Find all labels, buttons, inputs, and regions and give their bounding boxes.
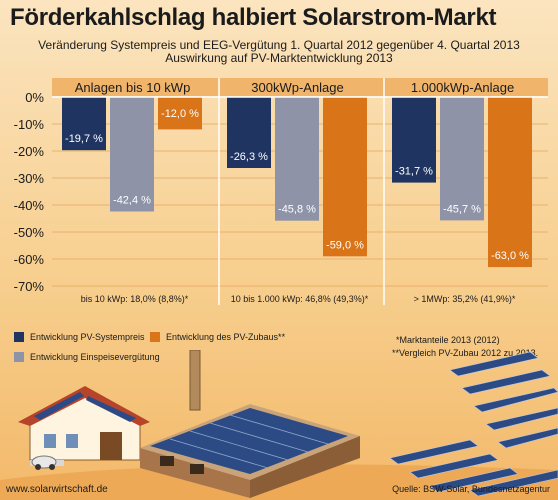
chart-subtitle-line1: Veränderung Systempreis und EEG-Vergütun… — [38, 38, 520, 52]
legend-label-einspeise: Entwicklung Einspeisevergütung — [30, 352, 160, 362]
market-share-label: 10 bis 1.000 kWp: 46,8% (49,3%)* — [231, 294, 369, 304]
data-label: -45,7 % — [443, 203, 481, 215]
y-tick-label: -30% — [14, 171, 45, 186]
category-label: 300kWp-Anlage — [251, 80, 344, 95]
y-tick-label: -70% — [14, 279, 45, 294]
y-tick-label: -20% — [14, 144, 45, 159]
data-label: -26,3 % — [230, 151, 268, 163]
data-label: -45,8 % — [278, 204, 316, 216]
bar — [158, 97, 202, 130]
chart-title: Förderkahlschlag halbiert Solarstrom-Mar… — [10, 4, 497, 31]
factory-illustration — [140, 350, 360, 498]
y-tick-label: -60% — [14, 252, 45, 267]
bar — [440, 97, 484, 221]
legend-label-zubau: Entwicklung des PV-Zubaus** — [166, 332, 286, 342]
data-label: -19,7 % — [65, 133, 103, 145]
bar — [392, 97, 436, 183]
y-tick-label: -40% — [14, 198, 45, 213]
data-label: -42,4 % — [113, 194, 151, 206]
footnote-market-share: *Marktanteile 2013 (2012) — [396, 335, 500, 345]
website-link[interactable]: www.solarwirtschaft.de — [6, 484, 108, 495]
source-credit: Quelle: BSW-Solar, Bundesnetzagentur — [392, 484, 550, 494]
solar-park-illustration — [389, 351, 558, 497]
house-illustration — [18, 386, 150, 470]
category-label: 1.000kWp-Anlage — [411, 80, 514, 95]
bar — [62, 97, 106, 151]
legend-swatch-systempreis — [14, 332, 24, 342]
legend-swatch-einspeise — [14, 352, 24, 362]
y-tick-label: -10% — [14, 117, 45, 132]
bar — [488, 97, 532, 268]
category-header-band — [52, 78, 548, 96]
legend-label-systempreis: Entwicklung PV-Systempreis — [30, 332, 145, 342]
data-label: -12,0 % — [161, 108, 199, 120]
bar — [275, 97, 319, 221]
data-label: -59,0 % — [326, 239, 364, 251]
category-label: Anlagen bis 10 kWp — [75, 80, 191, 95]
solar-illustration — [0, 350, 558, 500]
bar — [323, 97, 367, 257]
bar — [227, 97, 271, 169]
market-share-label: bis 10 kWp: 18,0% (8,8%)* — [81, 294, 189, 304]
data-label: -31,7 % — [395, 166, 433, 178]
bar-chart: 0% -10% -20% -30% -40% -50% -60% -70% Anlagen bi… — [14, 78, 548, 305]
footnote-zubau: **Vergleich PV-Zubau 2012 zu 2013. — [392, 348, 539, 358]
y-tick-label: -50% — [14, 225, 45, 240]
y-tick-label: 0% — [25, 90, 44, 105]
market-share-label: > 1MWp: 35,2% (41,9%)* — [414, 294, 516, 304]
bar — [110, 97, 154, 212]
legend-swatch-zubau — [150, 332, 160, 342]
data-label: -63,0 % — [491, 250, 529, 262]
chart-subtitle-line2: Auswirkung auf PV-Marktentwicklung 2013 — [165, 51, 393, 65]
